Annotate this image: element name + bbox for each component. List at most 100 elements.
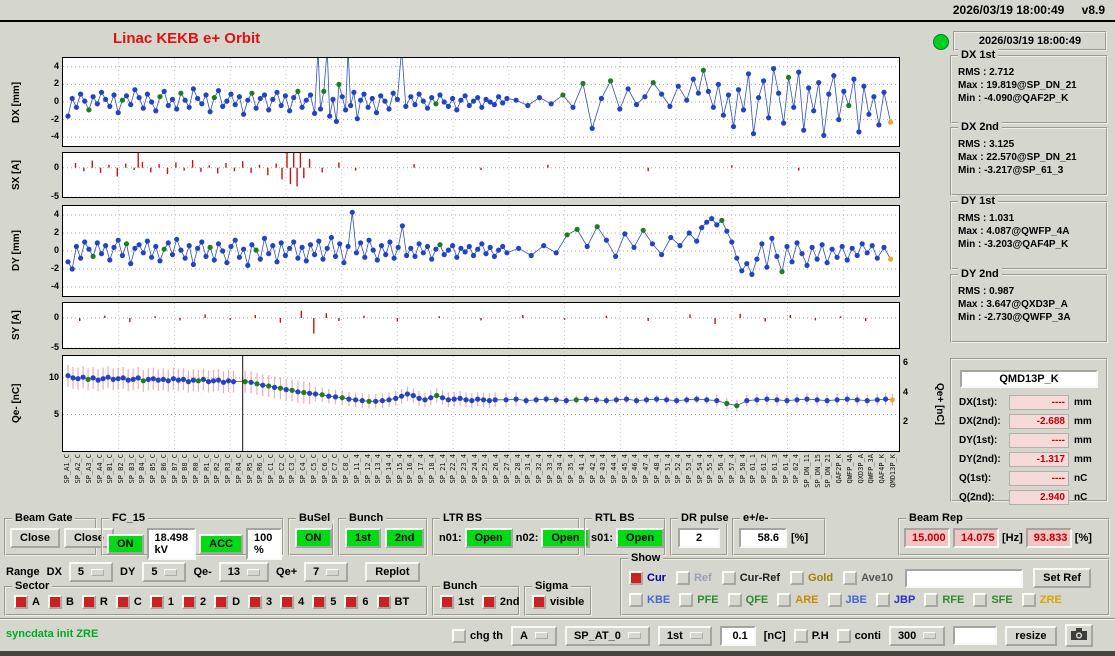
show-toggle-gold[interactable]: Gold [790, 571, 833, 585]
bpm-label: SP_12_4 [363, 454, 372, 484]
qe-plus-y-tick: 6 [903, 357, 909, 368]
dy-orbit-plot[interactable]: 4 2 0 -2 -4 DY [mm] [11, 205, 900, 297]
show-frame: Show Cur Ref Cur-Ref Gold Ave10 Set Ref KBE P… [620, 552, 1110, 616]
ph-checkbox[interactable]: P.H [793, 628, 829, 643]
region-toggle-jbp[interactable]: JBP [875, 593, 915, 607]
corrector-bars [74, 153, 800, 187]
checkbox-indicator [344, 595, 359, 609]
interval-select[interactable]: 300 [888, 625, 946, 646]
bpm-axis-labels: SP_A1_C SP_A2_C SP_A3_C SP_A4_C SP_B1_C SP_B2… [0, 452, 1115, 514]
sector-select[interactable]: A [511, 625, 557, 646]
region-toggle-zre[interactable]: ZRE [1021, 593, 1062, 607]
sector-checkbox-bt[interactable]: BT [376, 595, 409, 609]
threshold-unit: [nC] [763, 629, 786, 642]
replot-button[interactable]: Replot [365, 562, 420, 582]
stat-rms: RMS : 0.987 [958, 286, 1015, 297]
show-toggle-ave10[interactable]: Ave10 [843, 571, 893, 585]
show-toggle-ref[interactable]: Ref [675, 571, 712, 585]
check-label: Cur-Ref [739, 572, 781, 584]
bunch-select[interactable]: 1st [657, 625, 712, 646]
sector-checkbox-c[interactable]: C [115, 595, 142, 609]
screenshot-button[interactable] [1064, 624, 1093, 647]
show-toggle-cur[interactable]: Cur [629, 571, 666, 585]
region-toggle-jbe[interactable]: JBE [827, 593, 867, 607]
range-qe-minus-select[interactable]: 13 [218, 562, 270, 582]
option-menu-indicator-icon [91, 568, 105, 576]
sector-checkbox-r[interactable]: R [81, 595, 108, 609]
sx-y-tick: 0 [53, 161, 59, 172]
bpm-label: SP_62_4 [792, 454, 801, 484]
ltr-n01-open-button[interactable]: Open [464, 528, 513, 548]
region-toggle-qfe[interactable]: QFE [727, 593, 769, 607]
sector-checkbox-4[interactable]: 4 [280, 595, 304, 609]
bpm-label: SP_57_4 [727, 454, 736, 484]
resize-button[interactable]: resize [1005, 625, 1057, 646]
monitor-row: DX(1st): ---- mm [952, 393, 1106, 412]
sector-frame: Sector A B R C 1 2 D 3 4 5 6 BT [4, 580, 428, 616]
region-toggle-pfe[interactable]: PFE [679, 593, 719, 607]
monitor-name-display[interactable]: QMD13P_K [960, 370, 1098, 388]
conti-checkbox[interactable]: conti [836, 628, 881, 643]
option-menu-indicator-icon [326, 568, 340, 576]
sector-checkbox-a[interactable]: A [14, 595, 40, 609]
monitor-select[interactable]: SP_AT_0 [564, 625, 650, 646]
bunch-1st-button[interactable]: 1st [345, 528, 381, 548]
check-label: ZRE [1039, 594, 1062, 606]
show-toggle-cur-ref[interactable]: Cur-Ref [721, 571, 781, 585]
bunch-2nd-checkbox[interactable]: 2nd [481, 595, 519, 609]
bottom-controls: chg th A SP_AT_0 1st 0.1 [nC] P.H conti … [452, 624, 1093, 647]
region-toggle-are[interactable]: ARE [777, 593, 819, 607]
stat-max: Max : 22.570@SP_DN_21 [958, 152, 1077, 163]
bunch-2nd-button[interactable]: 2nd [384, 528, 425, 548]
dx-orbit-plot[interactable]: 4 2 0 -2 -4 DX [mm] [11, 57, 900, 147]
fc15-acc-button[interactable]: ACC [199, 534, 243, 554]
set-ref-button[interactable]: Set Ref [1033, 568, 1092, 588]
stat-min: Min : -2.730@QWFP_3A [958, 312, 1071, 323]
bunch-1st-checkbox[interactable]: 1st [440, 595, 474, 609]
checkbox-indicator [14, 595, 28, 609]
sx-canvas [63, 153, 899, 197]
check-label: 2 [199, 596, 207, 608]
range-dy-select[interactable]: 5 [142, 562, 187, 582]
sx-steering-plot[interactable]: 0 -5 SX [A] [11, 152, 900, 201]
sector-checkbox-b[interactable]: B [47, 595, 74, 609]
bpm-label: QAF4P_K [877, 454, 886, 484]
charge-plot[interactable]: 10 5 6 4 2 Qe- [nC] Qe+ [nC] [11, 355, 945, 452]
sector-checkbox-d[interactable]: D [214, 595, 240, 609]
ratio-value: 58.6 [739, 528, 787, 548]
checkbox-indicator [312, 595, 327, 609]
sigma-visible-checkbox[interactable]: visible [532, 595, 584, 609]
checkbox-indicator [149, 595, 164, 609]
region-toggle-kbe[interactable]: KBE [629, 593, 670, 607]
range-dx-select[interactable]: 5 [68, 562, 114, 582]
grid-lines [63, 206, 899, 296]
sector-checkbox-3[interactable]: 3 [248, 595, 272, 609]
monitor-row-unit: nC [1074, 473, 1088, 484]
beam-gate-close-button-1[interactable]: Close [10, 528, 60, 548]
sector-checkbox-5[interactable]: 5 [312, 595, 336, 609]
range-qe-plus-select[interactable]: 7 [304, 562, 349, 582]
checkbox-indicator [843, 571, 858, 585]
region-toggle-rfe[interactable]: RFE [924, 593, 964, 607]
check-label: 5 [330, 596, 337, 608]
ref-name-entry[interactable] [905, 568, 1024, 588]
ltr-n02-open-button[interactable]: Open [541, 528, 590, 548]
sector-checkbox-1[interactable]: 1 [149, 595, 174, 609]
qe-plus-y-tick: 4 [903, 386, 909, 397]
busel-on-button[interactable]: ON [295, 528, 332, 548]
check-label: QFE [745, 594, 769, 606]
check-label: SFE [991, 594, 1013, 606]
chg-th-checkbox[interactable]: chg th [452, 628, 503, 643]
monitor-row: DX(2nd): -2.688 mm [952, 412, 1106, 431]
data-series [65, 373, 895, 409]
sector-checkbox-6[interactable]: 6 [344, 595, 369, 609]
rtl-s01-open-button[interactable]: Open [616, 528, 665, 548]
checkbox-indicator [440, 595, 454, 609]
window-titlebar: 2026/03/19 18:00:49 v8.9 [0, 0, 1115, 22]
sy-steering-plot[interactable]: 0 -5 SY [A] [11, 302, 900, 352]
aux-entry[interactable] [953, 626, 998, 645]
region-toggle-sfe[interactable]: SFE [973, 593, 1013, 607]
fc15-on-button[interactable]: ON [107, 534, 144, 554]
sector-checkbox-2[interactable]: 2 [181, 595, 207, 609]
sector-checkboxes: A B R C 1 2 D 3 4 5 6 BT [14, 595, 426, 609]
